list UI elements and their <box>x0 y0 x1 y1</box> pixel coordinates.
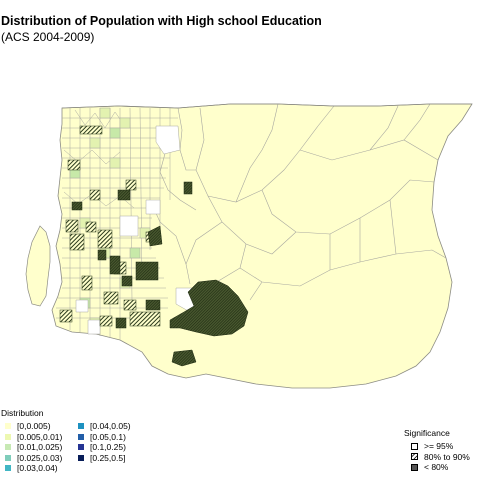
county-outline-stroke <box>61 103 472 109</box>
significance-legend-title: Significance <box>404 428 450 438</box>
legend-swatch <box>78 423 84 430</box>
island <box>25 225 51 307</box>
open-swatch <box>411 442 418 450</box>
legend-swatch <box>5 433 11 440</box>
map-subtitle: (ACS 2004-2009) <box>1 30 95 44</box>
legend-item: [0.03,0.04) <box>5 463 62 474</box>
distribution-legend-title: Distribution <box>1 408 44 418</box>
no-data-tracts <box>75 125 207 335</box>
legend-item: [0.04,0.05) <box>78 421 131 432</box>
legend-item: [0.025,0.03) <box>5 453 62 464</box>
distribution-legend-left: [0,0.005) [0.005,0.01) [0.01,0.025) [0.0… <box>5 421 62 474</box>
distribution-legend-right: [0.04,0.05) [0.05,0.1) [0.1,0.25) [0.25,… <box>78 421 131 463</box>
legend-swatch <box>5 454 11 461</box>
hatched-swatch <box>411 453 418 461</box>
legend-swatch <box>78 454 84 461</box>
tract-boundaries <box>149 103 447 301</box>
significance-item: < 80% <box>411 462 470 473</box>
legend-swatch <box>5 465 11 472</box>
dark-swatch <box>411 463 418 471</box>
legend-item: [0.005,0.01) <box>5 432 62 443</box>
legend-swatch <box>5 423 11 430</box>
legend-swatch <box>78 444 84 451</box>
legend-item: [0,0.005) <box>5 421 62 432</box>
significance-item: >= 95% <box>411 441 470 452</box>
legend-swatch <box>5 444 11 451</box>
legend-swatch <box>78 433 84 440</box>
dark-tracts <box>71 181 249 367</box>
significance-legend: >= 95% 80% to 90% < 80% <box>411 441 470 473</box>
map-title: Distribution of Population with High sch… <box>1 14 322 28</box>
legend-item: [0.25,0.5] <box>78 453 131 464</box>
legend-item: [0.05,0.1) <box>78 432 131 443</box>
legend-item: [0.1,0.25) <box>78 442 131 453</box>
county-outline <box>51 103 473 389</box>
significance-item: 80% to 90% <box>411 452 470 463</box>
legend-item: [0.01,0.025) <box>5 442 62 453</box>
